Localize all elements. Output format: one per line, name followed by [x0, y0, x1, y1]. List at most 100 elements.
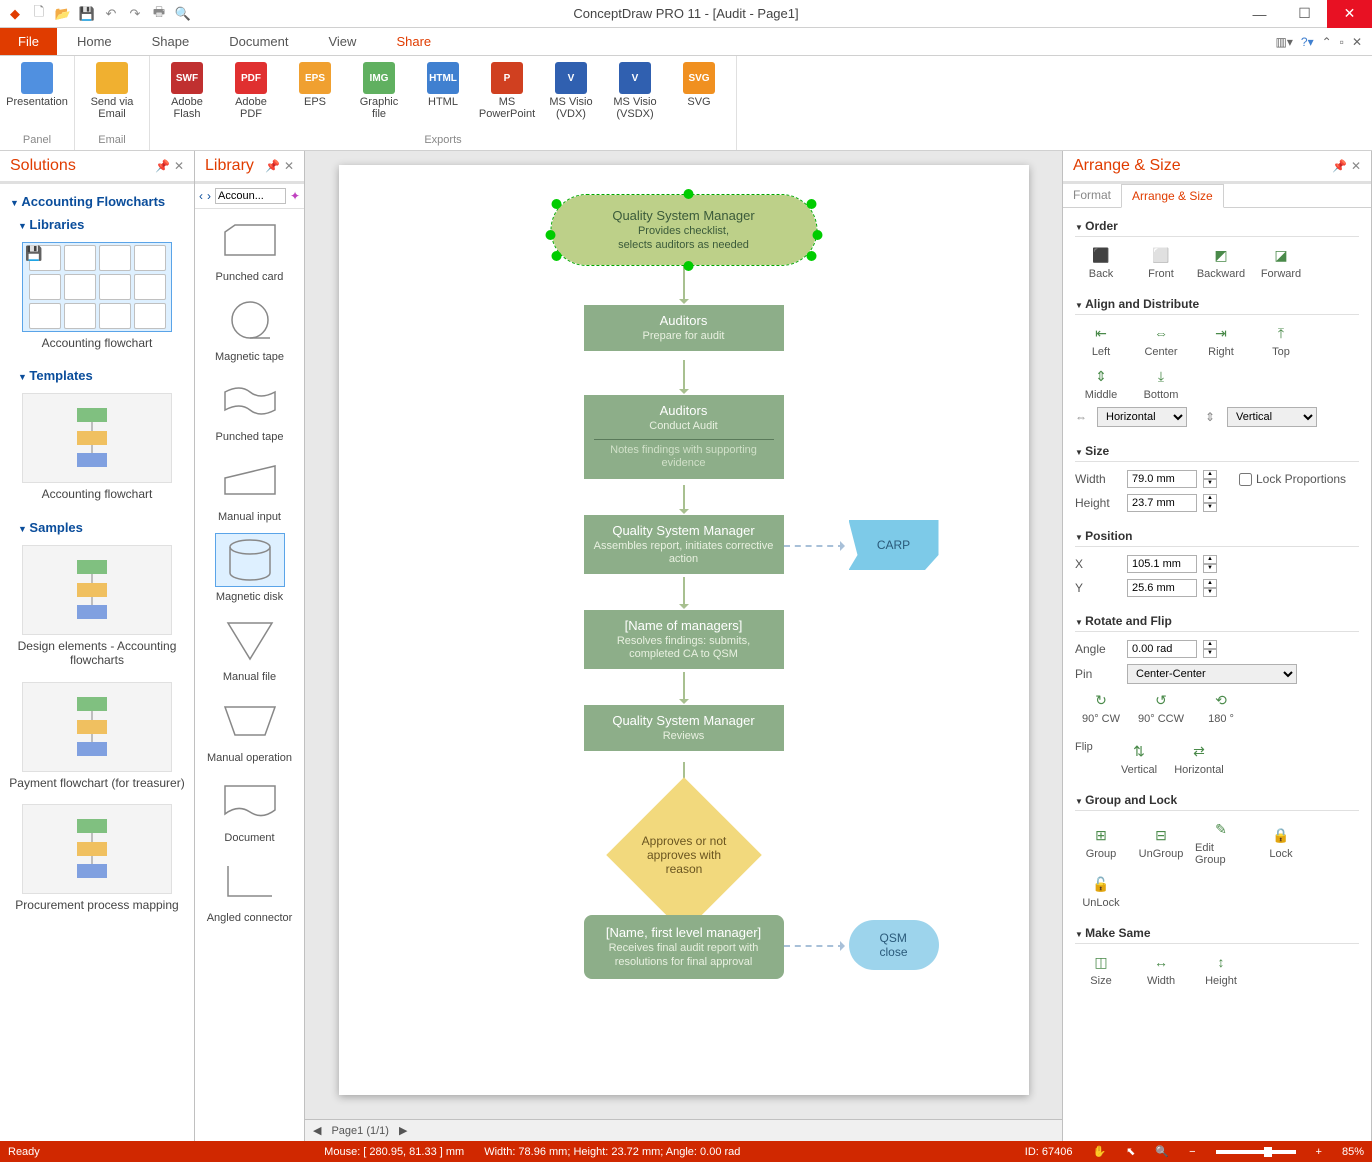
ribbon-html[interactable]: HTMLHTML	[412, 60, 474, 132]
ribbon-adobe-pdf[interactable]: PDFAdobe PDF	[220, 60, 282, 132]
library-item-punched-tape[interactable]: Punched tape	[199, 373, 300, 443]
group-btns-ungroup[interactable]: ⊟UnGroup	[1135, 825, 1187, 860]
arrange-tab-arrange-size[interactable]: Arrange & Size	[1121, 184, 1224, 208]
order-btns-back[interactable]: ⬛Back	[1075, 245, 1127, 280]
group-btns-unlock[interactable]: 🔓UnLock	[1075, 874, 1127, 909]
angle-input[interactable]	[1127, 640, 1197, 658]
same-btns-size[interactable]: ◫Size	[1075, 952, 1127, 987]
align-btns-right[interactable]: ⇥Right	[1195, 323, 1247, 358]
solutions-item[interactable]: Procurement process mapping	[6, 804, 188, 912]
flowchart-node-n8[interactable]: [Name, first level manager]Receives fina…	[584, 915, 784, 979]
close-doc-icon[interactable]: ✕	[1352, 35, 1362, 49]
new-icon[interactable]: 🗋	[30, 5, 48, 23]
align-btns-bottom[interactable]: ⤓Bottom	[1135, 366, 1187, 401]
close-panel-icon[interactable]: ✕	[174, 159, 184, 173]
ribbon-graphic-file[interactable]: IMGGraphic file	[348, 60, 410, 132]
solutions-section-libraries[interactable]: Libraries	[6, 213, 188, 236]
rotate-btns--[interactable]: ⟲180 °	[1195, 690, 1247, 725]
size-heading[interactable]: Size	[1075, 441, 1359, 462]
ribbon-eps[interactable]: EPSEPS	[284, 60, 346, 132]
library-dropdown[interactable]: Accoun...	[215, 188, 286, 204]
lib-fwd-icon[interactable]: ›	[207, 189, 211, 203]
file-tab[interactable]: File	[0, 28, 57, 55]
lib-menu-icon[interactable]: ✦	[290, 189, 300, 203]
menu-tab-share[interactable]: Share	[376, 28, 451, 55]
flowchart-node-n4[interactable]: Quality System ManagerAssembles report, …	[584, 515, 784, 574]
group-heading[interactable]: Group and Lock	[1075, 790, 1359, 811]
offpage-qsm-close[interactable]: QSMclose	[849, 920, 939, 970]
ribbon-adobe-flash[interactable]: SWFAdobe Flash	[156, 60, 218, 132]
align-btns-top[interactable]: ⤒Top	[1255, 323, 1307, 358]
menu-tab-view[interactable]: View	[308, 28, 376, 55]
solutions-item[interactable]: Accounting flowchart	[6, 393, 188, 501]
height-spinner[interactable]: ▲▼	[1203, 494, 1217, 512]
flow-harrow[interactable]	[784, 945, 844, 947]
page[interactable]: Quality System ManagerProvides checklist…	[339, 165, 1029, 1095]
save-icon[interactable]: 💾	[78, 5, 96, 23]
ribbon-presentation[interactable]: Presentation	[6, 60, 68, 132]
tab-prev-icon[interactable]: ◀	[313, 1124, 321, 1137]
solutions-item[interactable]: Design elements - Accounting flowcharts	[6, 545, 188, 668]
solutions-item[interactable]: Payment flowchart (for treasurer)	[6, 682, 188, 790]
print-icon[interactable]: 🖶	[150, 5, 168, 23]
solutions-item[interactable]: 💾Accounting flowchart	[6, 242, 188, 350]
menu-tab-shape[interactable]: Shape	[132, 28, 210, 55]
offpage-carp[interactable]: CARP	[849, 520, 939, 570]
flowchart-node-n7[interactable]: Approves or not approves with reason	[606, 777, 762, 933]
library-item-angled-connector[interactable]: Angled connector	[199, 854, 300, 924]
pointer-icon[interactable]: ⬉	[1126, 1145, 1135, 1158]
up-icon[interactable]: ⌃	[1322, 35, 1332, 49]
rotate-btns-horizontal[interactable]: ⇄Horizontal	[1173, 741, 1225, 776]
width-spinner[interactable]: ▲▼	[1203, 470, 1217, 488]
zoom-out-icon[interactable]: −	[1189, 1146, 1195, 1158]
restore-icon[interactable]: ▫	[1340, 35, 1344, 49]
ribbon-ms-visio-vdx-[interactable]: VMS Visio (VDX)	[540, 60, 602, 132]
tab-next-icon[interactable]: ▶	[399, 1124, 407, 1137]
flowchart-node-n6[interactable]: Quality System ManagerReviews	[584, 705, 784, 751]
flowchart-node-n1[interactable]: Quality System ManagerProvides checklist…	[551, 195, 816, 265]
arrange-tab-format[interactable]: Format	[1063, 184, 1121, 207]
angle-spinner[interactable]: ▲▼	[1203, 640, 1217, 658]
lib-back-icon[interactable]: ‹	[199, 189, 203, 203]
rotate-btns--cw[interactable]: ↻90° CW	[1075, 690, 1127, 725]
align-btns-left[interactable]: ⇤Left	[1075, 323, 1127, 358]
flow-arrow[interactable]	[683, 577, 685, 608]
ribbon-svg[interactable]: SVGSVG	[668, 60, 730, 132]
zoom-in-icon[interactable]: +	[1316, 1146, 1322, 1158]
flow-arrow[interactable]	[683, 265, 685, 303]
group-btns-lock[interactable]: 🔒Lock	[1255, 825, 1307, 860]
close-button[interactable]: ✕	[1327, 0, 1372, 28]
dist-v-select[interactable]: Vertical	[1227, 407, 1317, 427]
x-spinner[interactable]: ▲▼	[1203, 555, 1217, 573]
library-item-document[interactable]: Document	[199, 774, 300, 844]
same-btns-width[interactable]: ↔Width	[1135, 952, 1187, 987]
solutions-section-samples[interactable]: Samples	[6, 516, 188, 539]
solutions-root[interactable]: Accounting Flowcharts	[6, 190, 188, 213]
flow-arrow[interactable]	[683, 360, 685, 393]
width-input[interactable]	[1127, 470, 1197, 488]
order-heading[interactable]: Order	[1075, 216, 1359, 237]
maximize-button[interactable]: ☐	[1282, 0, 1327, 28]
search-icon[interactable]: 🔍	[174, 5, 192, 23]
library-item-manual-operation[interactable]: Manual operation	[199, 694, 300, 764]
rotate-btns--ccw[interactable]: ↺90° CCW	[1135, 690, 1187, 725]
pin-icon[interactable]: 📌	[1332, 159, 1347, 173]
flow-arrow[interactable]	[683, 485, 685, 513]
position-heading[interactable]: Position	[1075, 526, 1359, 547]
y-input[interactable]	[1127, 579, 1197, 597]
flowchart-node-n3[interactable]: AuditorsConduct AuditNotes findings with…	[584, 395, 784, 479]
height-input[interactable]	[1127, 494, 1197, 512]
panels-icon[interactable]: ▥▾	[1276, 35, 1293, 49]
same-heading[interactable]: Make Same	[1075, 923, 1359, 944]
pin-icon[interactable]: 📌	[155, 159, 170, 173]
library-item-punched-card[interactable]: Punched card	[199, 213, 300, 283]
minimize-button[interactable]: —	[1237, 0, 1282, 28]
align-heading[interactable]: Align and Distribute	[1075, 294, 1359, 315]
undo-icon[interactable]: ↶	[102, 5, 120, 23]
align-btns-middle[interactable]: ⇕Middle	[1075, 366, 1127, 401]
menu-tab-document[interactable]: Document	[209, 28, 308, 55]
ribbon-send-via-email[interactable]: Send via Email	[81, 60, 143, 132]
dist-h-select[interactable]: Horizontal	[1097, 407, 1187, 427]
redo-icon[interactable]: ↷	[126, 5, 144, 23]
close-panel-icon[interactable]: ✕	[284, 159, 294, 173]
